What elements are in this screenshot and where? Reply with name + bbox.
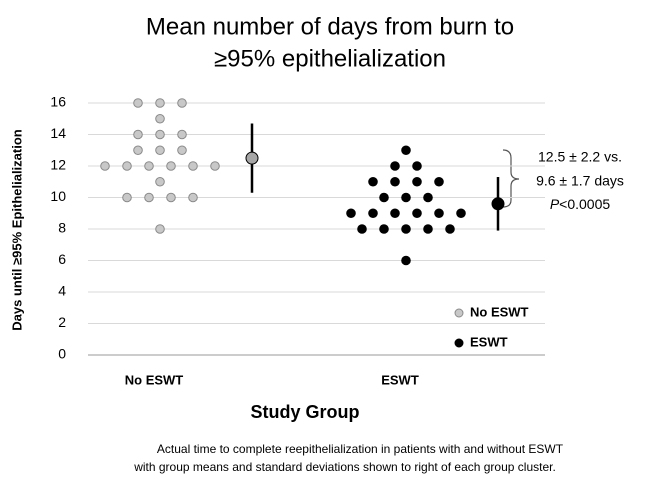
data-point <box>401 145 411 156</box>
caption: with group means and standard deviations… <box>133 460 556 474</box>
data-point <box>100 161 110 171</box>
data-point <box>155 224 165 234</box>
data-point <box>177 129 187 140</box>
data-point <box>144 161 154 171</box>
data-point <box>133 129 143 140</box>
y-tick-label: 14 <box>50 125 66 141</box>
mean-marker <box>245 151 259 165</box>
legend-marker <box>454 338 464 348</box>
data-point <box>368 176 378 187</box>
y-tick-label: 16 <box>50 94 66 110</box>
y-tick-label: 10 <box>50 188 66 204</box>
data-point <box>401 224 411 234</box>
y-tick-label: 8 <box>58 220 66 236</box>
data-point <box>155 98 165 108</box>
data-point <box>401 192 411 203</box>
y-tick-label: 4 <box>58 283 66 299</box>
data-point <box>155 129 165 140</box>
data-point <box>357 224 367 234</box>
caption: Actual time to complete reepithelializat… <box>157 442 564 456</box>
p-text: <0.0005 <box>559 196 610 212</box>
data-point <box>456 208 466 219</box>
data-point <box>412 208 422 219</box>
data-point <box>368 208 378 219</box>
data-point <box>379 224 389 234</box>
p-symbol: P <box>550 196 560 212</box>
data-point <box>166 161 176 171</box>
data-point <box>401 255 411 266</box>
data-point <box>412 176 422 187</box>
x-tick-label: ESWT <box>381 372 419 387</box>
data-point <box>122 161 132 171</box>
data-point <box>423 224 433 234</box>
data-point <box>390 176 400 187</box>
legend-label: ESWT <box>470 334 508 349</box>
data-point <box>434 208 444 219</box>
chart-title: ≥95% epithelialization <box>214 45 446 72</box>
data-point <box>412 161 422 171</box>
mean-marker <box>491 197 505 211</box>
data-point <box>188 161 198 171</box>
legend-label: No ESWT <box>470 304 529 319</box>
y-tick-label: 0 <box>58 346 66 362</box>
data-point <box>177 145 187 156</box>
data-point <box>390 161 400 171</box>
data-point <box>434 176 444 187</box>
annotation: 9.6 ± 1.7 days <box>536 173 624 189</box>
data-point <box>177 98 187 108</box>
chart-title: Mean number of days from burn to <box>146 13 514 40</box>
data-point <box>133 98 143 108</box>
data-point <box>210 161 220 171</box>
data-point <box>445 224 455 234</box>
data-point <box>379 192 389 203</box>
y-axis-label: Days until ≥95% Epithelialization <box>9 129 24 331</box>
data-point <box>133 145 143 156</box>
data-point <box>144 192 154 203</box>
data-point <box>188 192 198 203</box>
data-point <box>346 208 356 219</box>
data-point <box>423 192 433 203</box>
annotation: P<0.0005 <box>550 196 611 212</box>
data-point <box>390 208 400 219</box>
data-point <box>166 192 176 203</box>
y-tick-label: 2 <box>58 314 66 330</box>
x-axis-label: Study Group <box>251 402 360 422</box>
y-tick-label: 12 <box>50 157 66 173</box>
data-point <box>155 113 165 124</box>
data-point <box>122 192 132 203</box>
legend-marker <box>454 308 464 318</box>
annotation: 12.5 ± 2.2 vs. <box>538 149 622 165</box>
y-tick-label: 6 <box>58 251 66 267</box>
data-point <box>155 176 165 187</box>
data-point <box>155 145 165 156</box>
bracket <box>502 149 520 208</box>
x-tick-label: No ESWT <box>125 372 184 387</box>
